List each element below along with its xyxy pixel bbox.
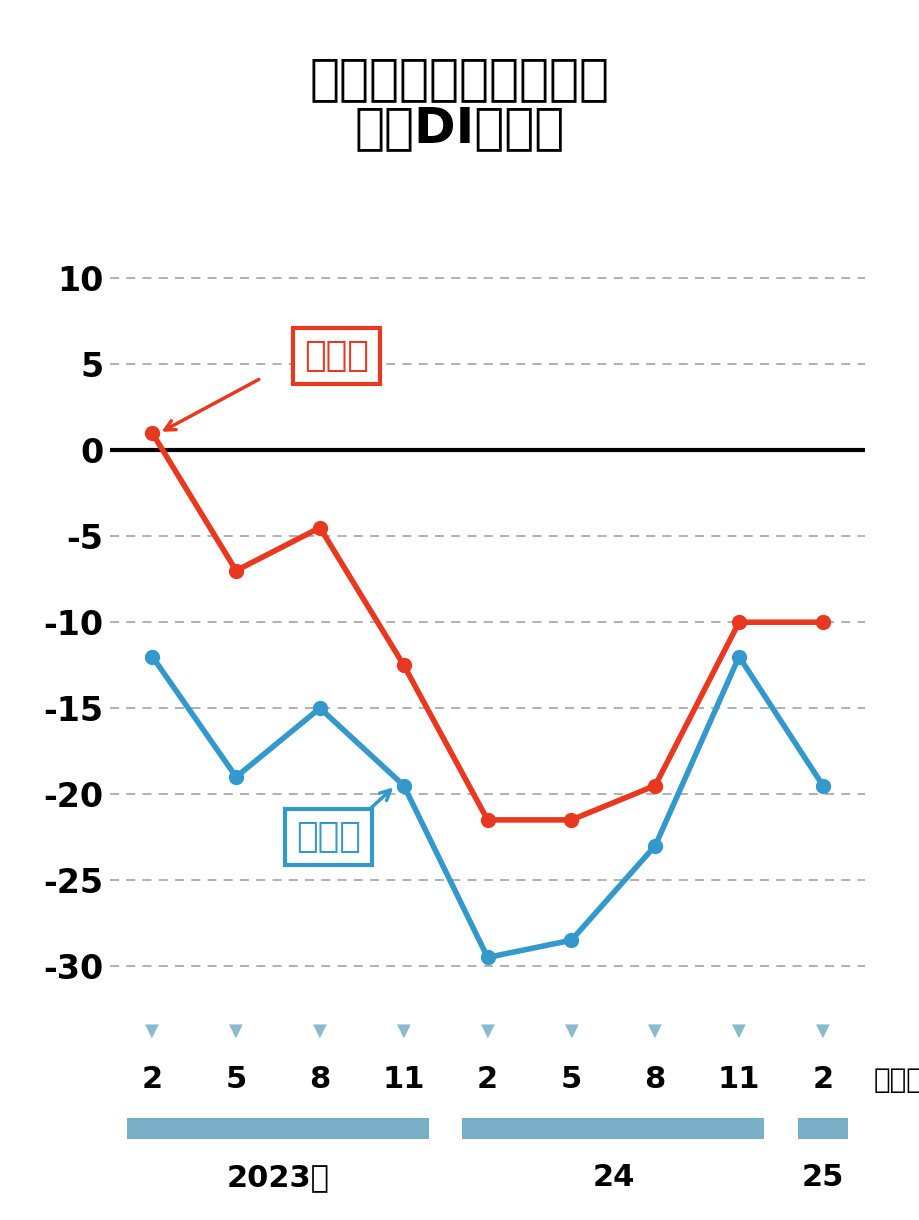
- Text: 2: 2: [477, 1065, 497, 1094]
- Text: 岡山県内中小製造業の: 岡山県内中小製造業の: [310, 55, 609, 104]
- Text: ▼: ▼: [732, 1022, 745, 1039]
- Text: ▼: ▼: [145, 1022, 159, 1039]
- Text: 5: 5: [225, 1065, 246, 1094]
- Text: 2023年: 2023年: [226, 1163, 329, 1192]
- Text: 11: 11: [717, 1065, 759, 1094]
- Text: 売上高: 売上高: [304, 339, 369, 373]
- Text: 11: 11: [382, 1065, 425, 1094]
- Text: 8: 8: [309, 1065, 330, 1094]
- Text: ▼: ▼: [815, 1022, 829, 1039]
- Text: ▼: ▼: [648, 1022, 662, 1039]
- Text: ▼: ▼: [480, 1022, 494, 1039]
- Text: （月）: （月）: [872, 1066, 919, 1093]
- Text: ▼: ▼: [396, 1022, 410, 1039]
- Text: 2: 2: [811, 1065, 833, 1094]
- Text: 2: 2: [142, 1065, 163, 1094]
- Text: ▼: ▼: [229, 1022, 243, 1039]
- Text: 5: 5: [561, 1065, 582, 1094]
- Text: ▼: ▼: [564, 1022, 578, 1039]
- Text: 景況DIの推移: 景況DIの推移: [355, 104, 564, 152]
- Text: ▼: ▼: [312, 1022, 326, 1039]
- Text: 受注量: 受注量: [296, 820, 360, 854]
- Text: 24: 24: [592, 1163, 634, 1192]
- Text: 8: 8: [644, 1065, 665, 1094]
- Text: 25: 25: [800, 1163, 843, 1192]
